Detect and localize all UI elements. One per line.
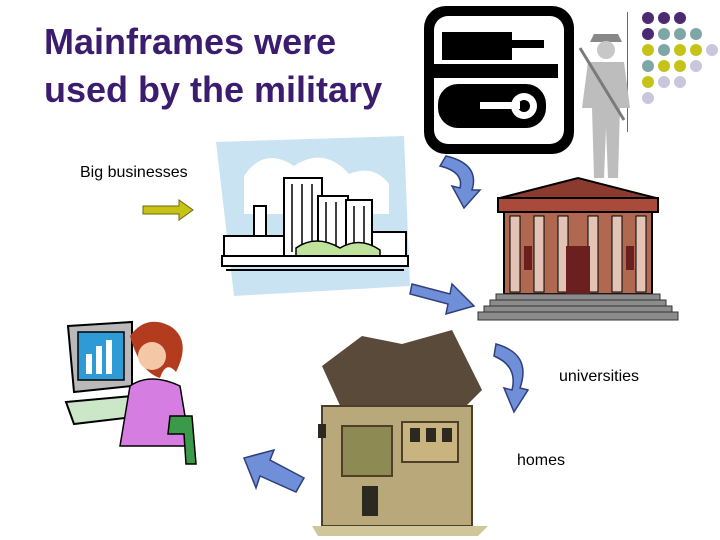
- arrow-curved-tank-to-university-icon: [438, 155, 482, 210]
- label-big-businesses: Big businesses: [80, 164, 188, 181]
- tank-icon: [424, 6, 574, 154]
- label-homes: homes: [517, 452, 566, 469]
- decorative-dot-grid: [642, 12, 718, 104]
- person-at-computer-icon: [64, 320, 197, 465]
- soldier-icon: [578, 34, 630, 178]
- arrow-olive-right-icon: [142, 199, 194, 221]
- arrow-curved-university-to-homes-icon: [493, 343, 530, 414]
- divider-line: [627, 12, 628, 132]
- house-icon: [312, 330, 488, 536]
- city-skyline-icon: [216, 136, 410, 296]
- slide-title: Mainframes were used by the military: [44, 21, 383, 110]
- arrow-city-to-university-icon: [409, 282, 476, 316]
- label-universities: universities: [559, 368, 640, 385]
- university-building-icon: [477, 176, 679, 321]
- arrow-house-to-person-icon: [242, 448, 306, 493]
